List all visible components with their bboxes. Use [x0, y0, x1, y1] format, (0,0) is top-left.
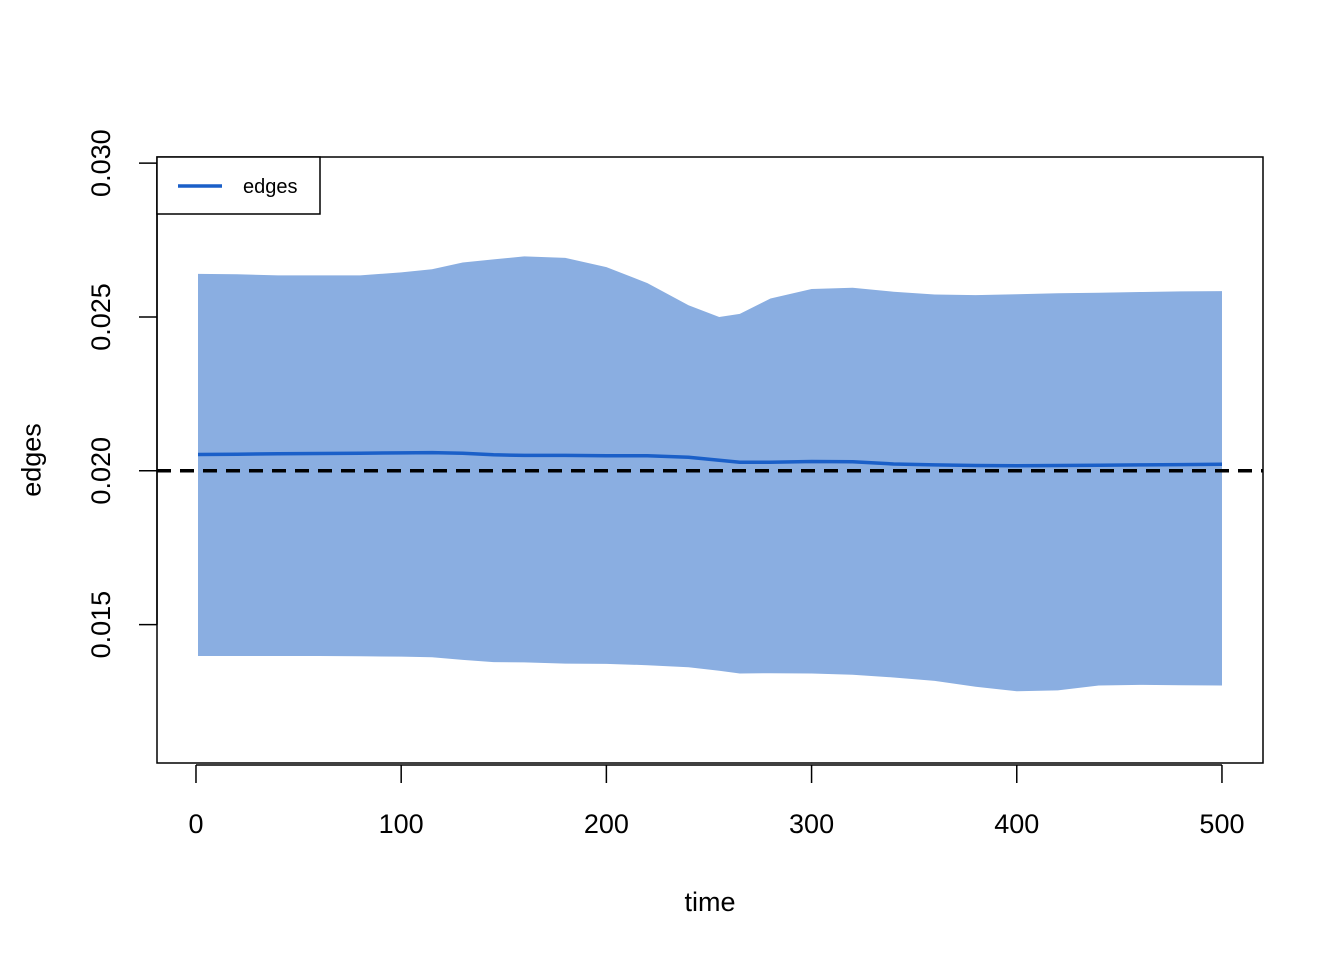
- y-tick-label: 0.025: [86, 283, 116, 351]
- x-axis-label: time: [684, 887, 735, 917]
- y-axis-label: edges: [16, 423, 46, 497]
- y-tick-label: 0.020: [86, 437, 116, 505]
- x-tick-label: 200: [584, 809, 629, 839]
- y-axis: 0.015 0.020 0.025 0.030: [86, 129, 158, 659]
- legend: edges: [156, 156, 321, 215]
- x-tick-label: 100: [379, 809, 424, 839]
- x-axis: 0 100 200 300 400 500: [188, 764, 1244, 839]
- legend-label-edges: edges: [243, 176, 298, 198]
- confidence-band: [198, 256, 1222, 692]
- y-tick-label: 0.030: [86, 129, 116, 197]
- x-tick-label: 400: [994, 809, 1039, 839]
- x-tick-label: 0: [188, 809, 203, 839]
- x-tick-label: 300: [789, 809, 834, 839]
- y-tick-label: 0.015: [86, 591, 116, 659]
- x-tick-label: 500: [1199, 809, 1244, 839]
- series-line-edges: [197, 450, 1223, 468]
